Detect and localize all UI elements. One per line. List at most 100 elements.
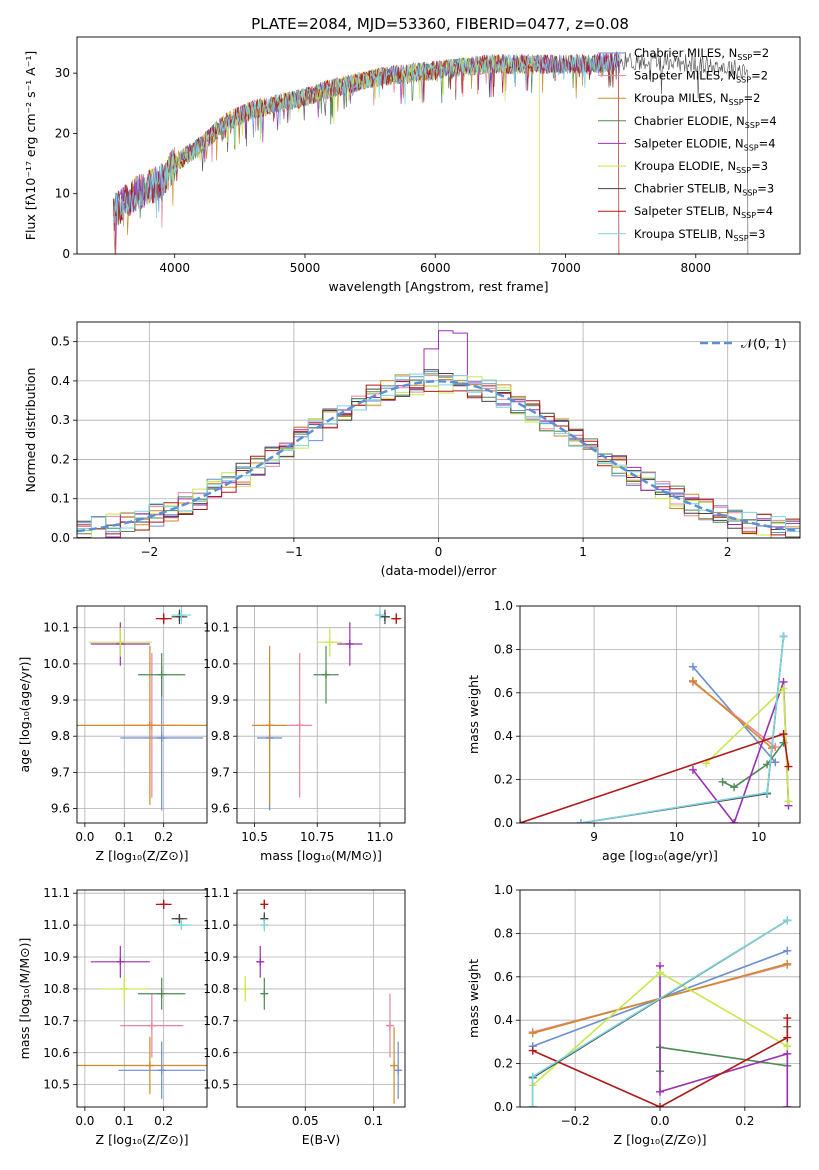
y-axis-label: mass weight (466, 959, 481, 1038)
x-tick-label: 0.1 (115, 830, 134, 844)
weight-marker-krou_stelib (783, 916, 792, 925)
legend-label-sub: SSP (745, 121, 760, 130)
point-marker (380, 612, 389, 621)
x-tick-label: 0 (435, 545, 443, 559)
weight-marker-chab_elodie (730, 783, 739, 792)
y-tick-label: 9.8 (51, 729, 70, 743)
y-tick-label: 10.7 (203, 1014, 230, 1028)
errorbar-krou_miles (77, 1036, 207, 1095)
point-marker (241, 984, 250, 993)
panel-age_vs_Z: 0.0 0.1 0.2 9.6 9.7 9.8 9.9 10.0 10.1 Z [log₁₀(Z/… (17, 605, 208, 863)
errorbar-krou_stelib (171, 920, 192, 930)
errorbar-chab_stelib (379, 609, 390, 625)
legend-label-sub: SSP (741, 211, 756, 220)
y-tick-label: 11.0 (43, 918, 70, 932)
y-tick-label: 11.1 (203, 886, 230, 900)
x-tick-label: 0.0 (650, 1114, 669, 1128)
histogram-krou_stelib (77, 373, 800, 533)
x-tick-label: 0.2 (154, 1114, 173, 1128)
x-tick-label: 10.75 (300, 830, 334, 844)
y-tick-label: 0.4 (51, 374, 70, 388)
legend-label-chab_stelib: Chabrier STELIB, NSSP=3 (634, 182, 774, 198)
legend-label-sub: SSP (744, 143, 759, 152)
y-axis-label: Flux [fλ10⁻¹⁷ erg cm⁻² s⁻¹ A⁻¹] (23, 51, 38, 240)
y-tick-label: 1.0 (494, 883, 513, 897)
y-tick-label: 9.8 (211, 729, 230, 743)
x-tick-label: 5000 (290, 261, 321, 275)
y-tick-label: 10.8 (203, 982, 230, 996)
plot-area (528, 916, 792, 1107)
weight-line-salp_stelib (532, 1018, 789, 1107)
histogram-salp_elodie (77, 330, 800, 538)
axes-frame (519, 605, 801, 824)
weight-marker-chab_miles (771, 758, 780, 767)
errorbar-salp_miles (287, 653, 313, 798)
y-axis-label: mass weight (466, 675, 481, 754)
legend-label-sub: SSP (736, 166, 751, 175)
point-marker (159, 900, 168, 909)
y-tick-label: 10.6 (203, 1046, 230, 1060)
x-tick-label: 0.2 (154, 830, 173, 844)
x-tick-label: 0.1 (364, 1114, 383, 1128)
legend-label-chab_elodie: Chabrier ELODIE, NSSP=4 (634, 114, 777, 130)
point-marker (375, 611, 384, 620)
errorbar-krou_miles (77, 645, 207, 805)
y-tick-label: 10 (55, 187, 70, 201)
legend-label-text: Salpeter MILES, N (634, 69, 736, 83)
x-tick-label: 10.5 (241, 830, 268, 844)
y-tick-label: 10.9 (43, 950, 70, 964)
plot-area (77, 899, 207, 1100)
weight-marker-krou_miles (783, 959, 792, 968)
errorbar-chab_miles (394, 1041, 403, 1100)
errorbar-salp_elodie (256, 945, 265, 978)
weight-marker-krou_elodie (784, 797, 793, 806)
point-marker (177, 611, 186, 620)
y-tick-label: 0.8 (494, 926, 513, 940)
x-tick-label: 0.1 (115, 1114, 134, 1128)
point-marker (116, 957, 125, 966)
axes-frame (76, 889, 208, 1108)
weight-marker-salp_stelib (528, 1046, 537, 1055)
point-marker (120, 984, 129, 993)
x-tick-label: −2 (140, 545, 158, 559)
panel-mass_weight_vs_Z: −0.2 0.0 0.2 0.0 0.2 0.4 0.6 0.8 1.0 Z [log₁₀(Z/Z… (466, 883, 801, 1147)
y-tick-label: 10.6 (43, 1046, 70, 1060)
weight-marker-krou_stelib (779, 632, 788, 641)
histogram-chab_elodie (77, 373, 800, 538)
errorbar-chab_elodie (313, 645, 339, 704)
y-tick-label: 9.9 (51, 693, 70, 707)
x-tick-label: 2 (724, 545, 732, 559)
axes-frame (76, 36, 801, 255)
weight-marker-salp_stelib (784, 762, 793, 771)
legend-label-krou_stelib: Kroupa STELIB, NSSP=3 (634, 227, 765, 243)
weight-marker-krou_elodie (656, 968, 664, 977)
axes-frame (236, 889, 406, 1108)
legend-label-krou_elodie: Kroupa ELODIE, NSSP=3 (634, 159, 768, 175)
y-tick-label: 30 (55, 66, 70, 80)
y-axis-label: mass [log₁₀(M/M⊙)] (17, 938, 32, 1060)
y-tick-label: 0.4 (494, 729, 513, 743)
weight-line-krou_miles (692, 680, 773, 749)
errorbar-salp_elodie (337, 622, 363, 666)
legend-label-text: Kroupa MILES, N (634, 91, 729, 105)
point-marker (157, 1066, 166, 1075)
y-tick-label: 9.6 (51, 802, 70, 816)
y-tick-label: 10.1 (203, 621, 230, 635)
x-tick-label: 0.0 (75, 830, 94, 844)
y-tick-label: 10.5 (43, 1078, 70, 1092)
legend-label-normal: 𝒩(0, 1) (741, 336, 787, 351)
panel-mass_vs_ebv: 0.05 0.1 10.5 10.6 10.7 10.8 10.9 11.0 11.1 E(B-V… (203, 886, 406, 1147)
panel-residuals: −2 −1 0 1 2 0.0 0.1 0.2 0.3 0.4 0.5 (data-model)/er… (23, 321, 801, 578)
y-tick-label: 10.1 (43, 621, 70, 635)
weight-marker-krou_stelib (528, 1072, 537, 1081)
x-tick-label: 8000 (681, 261, 712, 275)
legend-label-sub: SSP (736, 76, 751, 85)
plot-area (252, 607, 402, 811)
legend-label-end: =3 (751, 159, 768, 173)
axes-frame (76, 605, 208, 824)
legend-label-end: =3 (757, 182, 774, 196)
legend-label-krou_miles: Kroupa MILES, NSSP=2 (634, 91, 760, 107)
errorbar-salp_miles (120, 993, 184, 1058)
legend-label-end: =3 (749, 227, 766, 241)
